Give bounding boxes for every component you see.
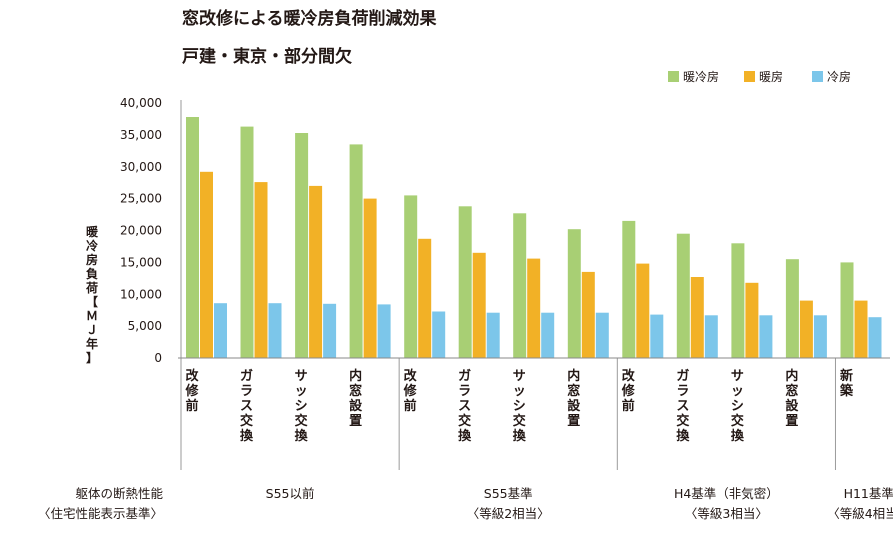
bar-cooling: [323, 303, 337, 358]
legend-swatch-heating-cooling: [668, 71, 679, 82]
group-sublabel: 〈等級3相当〉: [685, 506, 768, 521]
category-label: 新築: [839, 368, 854, 399]
group-label: H4基準（非気密）: [674, 486, 779, 501]
group-sublabel: 〈等級4相当〉: [827, 506, 893, 521]
bar-cooling: [268, 303, 282, 358]
row-label: 躯体の断熱性能 〈住宅性能表示基準〉: [38, 486, 164, 521]
bar-heating: [418, 238, 432, 358]
bar-heating-cooling: [731, 243, 745, 359]
bar-heating-cooling: [840, 262, 854, 358]
category-label: 改修前: [403, 368, 418, 414]
bar-heating: [854, 300, 868, 358]
bar-heating-cooling: [240, 126, 254, 358]
category-labels: 改修前 ガラス交換 サッシ交換 内窓設置 改修前 ガラス交換 サッシ交換 内窓設置 改修前 ガラス…: [184, 368, 853, 444]
category-label: ガラス交換: [240, 369, 254, 444]
bar-heating-cooling: [785, 259, 799, 358]
y-axis-ticks: 0 5,000 10,000 15,000 20,000 25,000 30,000 35,0…: [120, 96, 162, 365]
legend-label-heating-cooling: 暖冷房: [683, 69, 719, 84]
bar-cooling: [759, 315, 773, 358]
bar-heating-cooling: [622, 220, 636, 358]
legend: 暖冷房 暖房 冷房: [668, 69, 851, 84]
bar-heating: [200, 171, 213, 358]
y-tick-label: 30,000: [120, 160, 162, 174]
y-tick-label: 35,000: [120, 128, 162, 142]
row-label-line1: 躯体の断熱性能: [75, 486, 163, 501]
category-label: ガラス交換: [458, 369, 472, 444]
bar-cooling: [868, 317, 882, 358]
legend-label-cooling: 冷房: [827, 69, 851, 84]
category-label: 内窓設置: [785, 368, 799, 429]
bar-heating-cooling: [349, 144, 363, 358]
bar-heating: [799, 300, 813, 358]
bar-heating: [363, 198, 377, 358]
category-label: サッシ交換: [513, 369, 527, 444]
group-label: H11基準: [844, 486, 893, 501]
group-label: S55以前: [266, 486, 315, 501]
bar-cooling: [214, 303, 227, 358]
y-axis-label-text: 暖冷房負荷【ＭＪ年】: [85, 224, 99, 365]
chart-title: 窓改修による暖冷房負荷削減効果: [182, 8, 437, 29]
bar-heating-cooling: [676, 233, 690, 358]
bar-heating: [254, 182, 268, 358]
y-tick-label: 20,000: [120, 224, 162, 238]
category-label: 内窓設置: [349, 368, 363, 429]
group-sublabel: 〈等級2相当〉: [467, 506, 550, 521]
group-dividers: [180, 100, 836, 470]
bar-heating: [636, 263, 650, 358]
bar-cooling: [650, 314, 664, 358]
bar-heating-cooling: [295, 133, 309, 358]
chart-subtitle: 戸建・東京・部分間欠: [182, 46, 352, 67]
row-label-line2: 〈住宅性能表示基準〉: [38, 506, 163, 521]
y-tick-label: 40,000: [120, 96, 162, 110]
y-tick-label: 25,000: [120, 192, 162, 206]
y-tick-label: 5,000: [128, 319, 162, 333]
bar-heating-cooling: [513, 213, 527, 358]
y-tick-label: 15,000: [120, 255, 162, 269]
bar-heating: [690, 277, 704, 358]
category-label: 内窓設置: [567, 368, 581, 429]
legend-swatch-cooling: [812, 71, 823, 82]
bar-heating: [527, 258, 541, 358]
y-tick-label: 10,000: [120, 287, 162, 301]
legend-label-heating: 暖房: [759, 69, 783, 84]
y-tick-label: 0: [154, 351, 162, 365]
bar-cooling: [486, 312, 500, 358]
bar-cooling: [813, 315, 827, 358]
bar-heating: [472, 252, 486, 358]
bar-cooling: [704, 315, 718, 358]
bar-heating-cooling: [458, 206, 472, 358]
bar-cooling: [377, 304, 391, 358]
bar-heating: [581, 271, 595, 358]
category-label: ガラス交換: [676, 369, 690, 444]
bars: [186, 117, 882, 359]
group-labels: S55以前 S55基準〈等級2相当〉 H4基準（非気密） 〈等級3相当〉 H11基準〈等…: [266, 486, 893, 521]
bar-heating: [745, 282, 759, 358]
bar-cooling: [541, 312, 555, 358]
bar-cooling: [432, 311, 446, 358]
legend-swatch-heating: [744, 71, 755, 82]
bar-heating: [309, 185, 323, 358]
category-label: 改修前: [621, 368, 636, 414]
bar-heating-cooling: [567, 229, 581, 358]
bar-cooling: [595, 312, 609, 358]
group-label: S55基準: [484, 486, 533, 501]
y-axis-label: 暖冷房負荷【ＭＪ年】: [85, 224, 99, 365]
bar-heating-cooling: [404, 195, 418, 358]
category-label: サッシ交換: [731, 369, 745, 444]
bar-heating-cooling: [186, 117, 199, 358]
category-label: サッシ交換: [295, 369, 309, 444]
category-label: 改修前: [184, 368, 199, 414]
